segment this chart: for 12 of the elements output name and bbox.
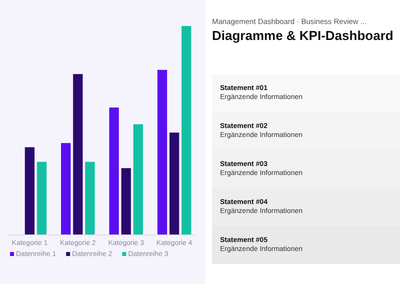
- bar: [24, 147, 35, 235]
- bar: [182, 26, 192, 235]
- bar: [73, 74, 83, 235]
- bar: [157, 70, 168, 235]
- bar: [169, 132, 180, 235]
- text: Diagramme & KPI-Dashboard: [212, 28, 394, 43]
- bar: [85, 162, 95, 235]
- bar: [133, 124, 143, 235]
- bar: [109, 108, 119, 235]
- bar: [36, 162, 47, 235]
- bar: [121, 168, 131, 235]
- bar: [61, 143, 71, 235]
